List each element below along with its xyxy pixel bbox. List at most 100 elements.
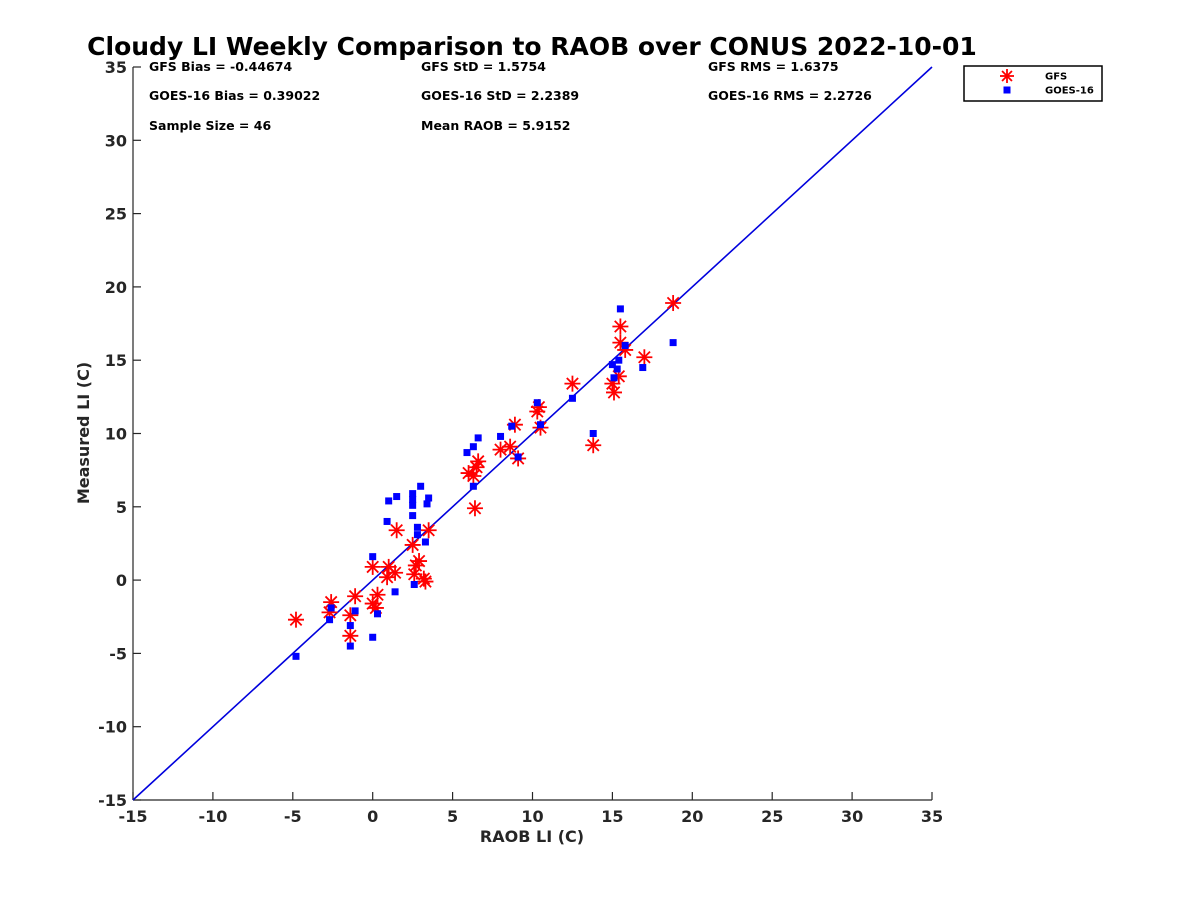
goes-16-point	[383, 517, 391, 525]
goes-16-point	[533, 399, 541, 407]
gfs-point	[404, 536, 421, 553]
gfs-point	[636, 349, 653, 366]
goes-16-point	[327, 604, 335, 612]
stat-text: GFS Bias = -0.44674	[149, 59, 292, 74]
y-axis-label: Measured LI (C)	[74, 362, 93, 504]
reference-line	[132, 66, 933, 801]
x-tick-label: -5	[284, 807, 302, 826]
x-tick-label: 0	[367, 807, 378, 826]
stats-layer: GFS Bias = -0.44674 GFS StD = 1.5754 GFS R…	[149, 59, 872, 133]
goes-16-point	[417, 482, 425, 490]
goes-16-point	[346, 622, 354, 630]
goes-16-point	[615, 356, 623, 364]
gfs-point	[502, 438, 519, 455]
gfs-point	[411, 553, 428, 570]
gfs-point	[369, 586, 386, 603]
goes-16-point	[610, 374, 618, 382]
x-tick-label: 10	[521, 807, 543, 826]
legend: GFS GOES-16	[963, 65, 1103, 102]
goes-16-point	[608, 361, 616, 369]
legend-goes-16-marker	[1003, 86, 1011, 94]
gfs-point	[617, 341, 634, 358]
gfs-point	[417, 573, 434, 590]
gfs-point	[585, 437, 602, 454]
x-axis-label: RAOB LI (C)	[480, 827, 584, 846]
y-tick-label: 25	[105, 205, 127, 224]
goes-16-point	[425, 494, 433, 502]
goes-16-point	[639, 364, 647, 372]
goes-16-point	[474, 434, 482, 442]
goes-16-point	[351, 607, 359, 615]
stat-text: GFS StD = 1.5754	[421, 59, 546, 74]
stat-text: GOES-16 StD = 2.2389	[421, 88, 579, 103]
y-tick-label: 5	[116, 498, 127, 517]
gfs-point	[287, 611, 304, 628]
gfs-point	[388, 522, 405, 539]
gfs-point	[323, 594, 340, 611]
goes-16-point	[409, 495, 417, 503]
y-tick-label: 30	[105, 131, 127, 150]
goes-16-point	[373, 610, 381, 618]
goes-16-point	[421, 538, 429, 546]
gfs-point	[420, 522, 437, 539]
goes-16-point	[497, 432, 505, 440]
goes-16-point	[469, 482, 477, 490]
gfs-point	[605, 384, 622, 401]
legend-gfs-label: GFS	[1045, 72, 1067, 83]
goes-16-point	[369, 633, 377, 641]
gfs-point	[387, 564, 404, 581]
gfs-point	[665, 295, 682, 312]
goes-16-point	[469, 443, 477, 451]
goes-16-point	[369, 553, 377, 561]
axes: -15 -10 -5 0 5 10 15 20 25 30 35 -15 -10 -5 0 5 10 15 20 25…	[98, 58, 943, 826]
y-tick-label: 20	[105, 278, 127, 297]
y-tick-label: -15	[98, 791, 127, 810]
goes-16-point	[423, 500, 431, 508]
goes-16-point	[409, 501, 417, 509]
stat-text: GFS RMS = 1.6375	[708, 59, 839, 74]
goes-16-point	[413, 523, 421, 531]
goes-16-point	[589, 430, 597, 437]
x-tick-label: 5	[447, 807, 458, 826]
gfs-point	[466, 500, 483, 517]
x-tick-label: 20	[681, 807, 703, 826]
points-layer	[287, 295, 682, 660]
x-tick-label: -10	[198, 807, 227, 826]
goes-16-point	[613, 365, 621, 373]
stat-text: Mean RAOB = 5.9152	[421, 118, 570, 133]
gfs-point	[564, 375, 581, 392]
goes-16-point	[413, 531, 421, 539]
gfs-point	[612, 318, 629, 335]
reference-line-layer	[132, 66, 933, 801]
goes-16-point	[409, 490, 417, 498]
legend-box	[963, 65, 1103, 102]
x-tick-label: 35	[921, 807, 943, 826]
gfs-point	[470, 453, 487, 470]
goes-16-point	[326, 616, 334, 624]
goes-16-point	[669, 339, 677, 347]
gfs-point	[347, 588, 364, 605]
y-tick-label: 0	[116, 571, 127, 590]
x-tick-label: 25	[761, 807, 783, 826]
gfs-point	[492, 441, 509, 458]
y-tick-label: 35	[105, 58, 127, 77]
y-tick-label: -5	[109, 644, 127, 663]
y-tick-label: 10	[105, 425, 127, 444]
goes-16-point	[508, 422, 516, 430]
goes-16-point	[621, 342, 629, 350]
goes-16-point	[616, 305, 624, 313]
x-tick-label: 30	[841, 807, 863, 826]
gfs-point	[342, 627, 359, 644]
stat-text: Sample Size = 46	[149, 118, 271, 133]
goes-16-point	[536, 421, 544, 429]
goes-16-point	[292, 652, 300, 660]
goes-16-point	[514, 453, 522, 461]
goes-16-point	[391, 588, 399, 596]
chart-title: Cloudy LI Weekly Comparison to RAOB over…	[87, 32, 977, 61]
x-tick-label: -15	[119, 807, 148, 826]
goes-16-point	[346, 642, 354, 650]
legend-gfs-marker	[1000, 69, 1014, 83]
y-tick-label: -10	[98, 718, 127, 737]
